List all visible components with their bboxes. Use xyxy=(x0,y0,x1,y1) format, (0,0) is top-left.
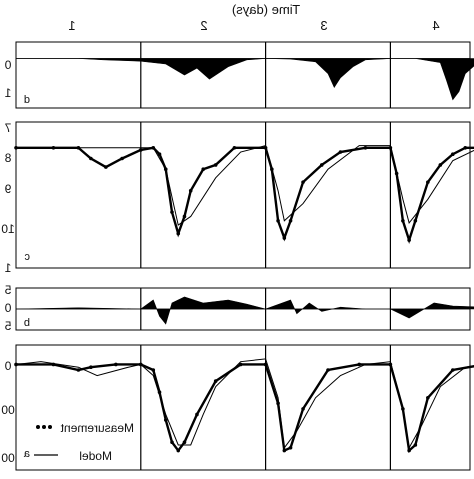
legend-measurement-dot-2 xyxy=(48,425,52,429)
panel-c-frame xyxy=(15,121,471,269)
day-tick-label-3: 3 xyxy=(320,18,327,33)
panel-a-measurement-point-3 xyxy=(89,365,93,370)
panel-a-measurement-point-24 xyxy=(407,448,411,453)
panel-c-y-tick-label: 10 xyxy=(1,222,15,236)
panel-c-measurement-point-19 xyxy=(276,218,280,223)
panel-a-measurement-point-6 xyxy=(151,368,156,372)
panel-c-y-tick-label: 1 xyxy=(4,261,11,275)
legend-measurement-dot-0 xyxy=(36,425,40,429)
panel-d-frame xyxy=(15,41,471,109)
panel-c-measurement-point-33 xyxy=(451,152,455,157)
panel-a-measurement-point-2 xyxy=(76,368,81,372)
panel-c-measurement-point-14 xyxy=(201,167,205,172)
panel-a-measurement-point-19 xyxy=(301,407,305,411)
legend-measurement-label: Measurement xyxy=(60,421,134,435)
panel-a-measurement-point-15 xyxy=(263,362,268,367)
panel-a-y-tick-label: 00 xyxy=(1,403,15,417)
panel-b-y-tick-label: 0 xyxy=(4,301,11,315)
panel-a-measurement-point-18 xyxy=(288,445,293,450)
panel-c-measurement-point-25 xyxy=(363,145,368,150)
panel-b-y-tick-label: 5 xyxy=(4,283,11,297)
panel-c-measurement-point-29 xyxy=(407,238,411,242)
panel-c-letter: c xyxy=(24,251,30,263)
panel-d-difference-area xyxy=(16,58,474,101)
panel-a-measurement-point-26 xyxy=(426,395,430,400)
panel-c-measurement-point-6 xyxy=(139,148,143,152)
panel-b-difference-area xyxy=(15,296,474,325)
panel-a-measurement-point-11 xyxy=(182,440,187,445)
panel-c-measurement-point-12 xyxy=(182,214,187,219)
panel-c-measurement-point-28 xyxy=(401,218,405,223)
panel-a-measurement-point-8 xyxy=(163,418,168,422)
panel-c-measurement-point-34 xyxy=(463,145,468,150)
panel-c-measurement-point-21 xyxy=(288,218,293,223)
panel-a-measurement-point-25 xyxy=(413,443,418,447)
panel-c-measurement-point-22 xyxy=(301,180,305,184)
panel-c-measurement-point-32 xyxy=(438,163,443,167)
panel-c-measurement-point-3 xyxy=(89,156,93,161)
panel-a-measurement-point-17 xyxy=(282,448,287,453)
panel-c-measurement-point-8 xyxy=(157,152,162,157)
panel-c-y-tick-label: 7 xyxy=(4,121,11,135)
panel-c-model-line xyxy=(16,145,474,226)
day-tick-label-2: 2 xyxy=(200,18,207,33)
panel-a-model-line xyxy=(15,358,474,450)
panel-a-measurement-point-27 xyxy=(451,368,455,372)
panel-a-y-tick-label: 0 xyxy=(4,359,11,373)
panel-a-measurement-point-21 xyxy=(357,362,362,367)
day-tick-label-4: 4 xyxy=(432,18,439,33)
panel-a-letter: a xyxy=(23,448,30,460)
panel-c-measurement-point-5 xyxy=(120,156,124,161)
panel-c-y-tick-label: 8 xyxy=(4,151,11,165)
panel-c-measurement-point-23 xyxy=(319,163,324,167)
panel-c-measurement-point-15 xyxy=(213,163,218,167)
panel-a-measurement-point-9 xyxy=(170,440,174,445)
panel-c-measurement-point-4 xyxy=(104,165,108,169)
panel-a-y-tick-label: 00 xyxy=(1,451,15,465)
legend-measurement-dot-1 xyxy=(42,425,46,429)
panel-b-y-tick-label: 5 xyxy=(4,319,11,333)
day-tick-label-1: 1 xyxy=(68,18,75,33)
panel-a-measurement-point-10 xyxy=(176,448,181,453)
panel-c-measurement-point-13 xyxy=(188,188,193,193)
panel-a-measurement-point-13 xyxy=(213,379,218,383)
panel-a-frame xyxy=(15,344,471,471)
panel-c-measurement-point-31 xyxy=(426,180,430,184)
panel-c-measurement-line xyxy=(16,146,474,244)
panel-d-y-tick-label: 0 xyxy=(4,58,11,72)
panel-c-measurement-point-24 xyxy=(338,150,343,154)
panel-a-measurement-point-20 xyxy=(326,368,330,372)
panel-a-measurement-point-12 xyxy=(195,412,199,417)
panel-c-measurement-point-11 xyxy=(176,231,181,236)
panel-a-measurement-point-4 xyxy=(114,362,118,367)
panel-a-measurement-point-14 xyxy=(238,362,243,367)
panel-c-measurement-point-16 xyxy=(232,145,237,150)
panel-d-letter: d xyxy=(24,94,30,106)
panel-c-measurement-point-30 xyxy=(413,218,418,223)
panel-a-measurement-line xyxy=(16,363,474,453)
panel-d-y-tick-label: 1 xyxy=(4,86,11,100)
x-axis-title: Time (days) xyxy=(232,2,300,17)
panel-c-y-tick-label: 9 xyxy=(4,182,11,196)
panel-b-letter: b xyxy=(24,317,30,329)
panel-c-measurement-point-10 xyxy=(170,210,174,214)
legend-model-label: Model xyxy=(79,449,112,463)
panel-c-measurement-point-20 xyxy=(282,236,287,240)
